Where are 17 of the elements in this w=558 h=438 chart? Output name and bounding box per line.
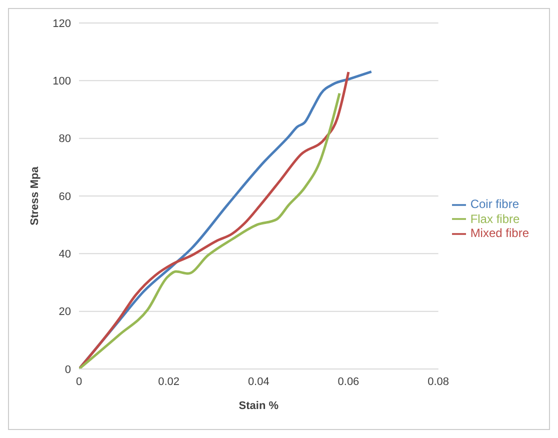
y-tick-label: 120 — [52, 18, 71, 30]
x-axis-title: Stain % — [238, 400, 279, 412]
legend-label: Flax fibre — [470, 212, 520, 226]
y-tick-label: 40 — [58, 248, 71, 261]
x-tick-label: 0.08 — [428, 376, 450, 388]
x-tick-label: 0.02 — [158, 376, 180, 388]
x-tick-label: 0.04 — [248, 376, 270, 388]
legend-label: Mixed fibre — [470, 226, 529, 240]
y-tick-label: 60 — [58, 190, 71, 203]
x-tick-label: 0.06 — [338, 376, 360, 388]
y-tick-label: 80 — [58, 133, 71, 146]
y-tick-label: 20 — [58, 306, 71, 318]
y-axis-title: Stress Mpa — [28, 166, 41, 226]
y-tick-label: 100 — [52, 76, 71, 88]
x-tick-label: 0 — [76, 376, 82, 388]
y-tick-label: 0 — [64, 364, 71, 376]
legend-label: Coir fibre — [470, 196, 519, 211]
